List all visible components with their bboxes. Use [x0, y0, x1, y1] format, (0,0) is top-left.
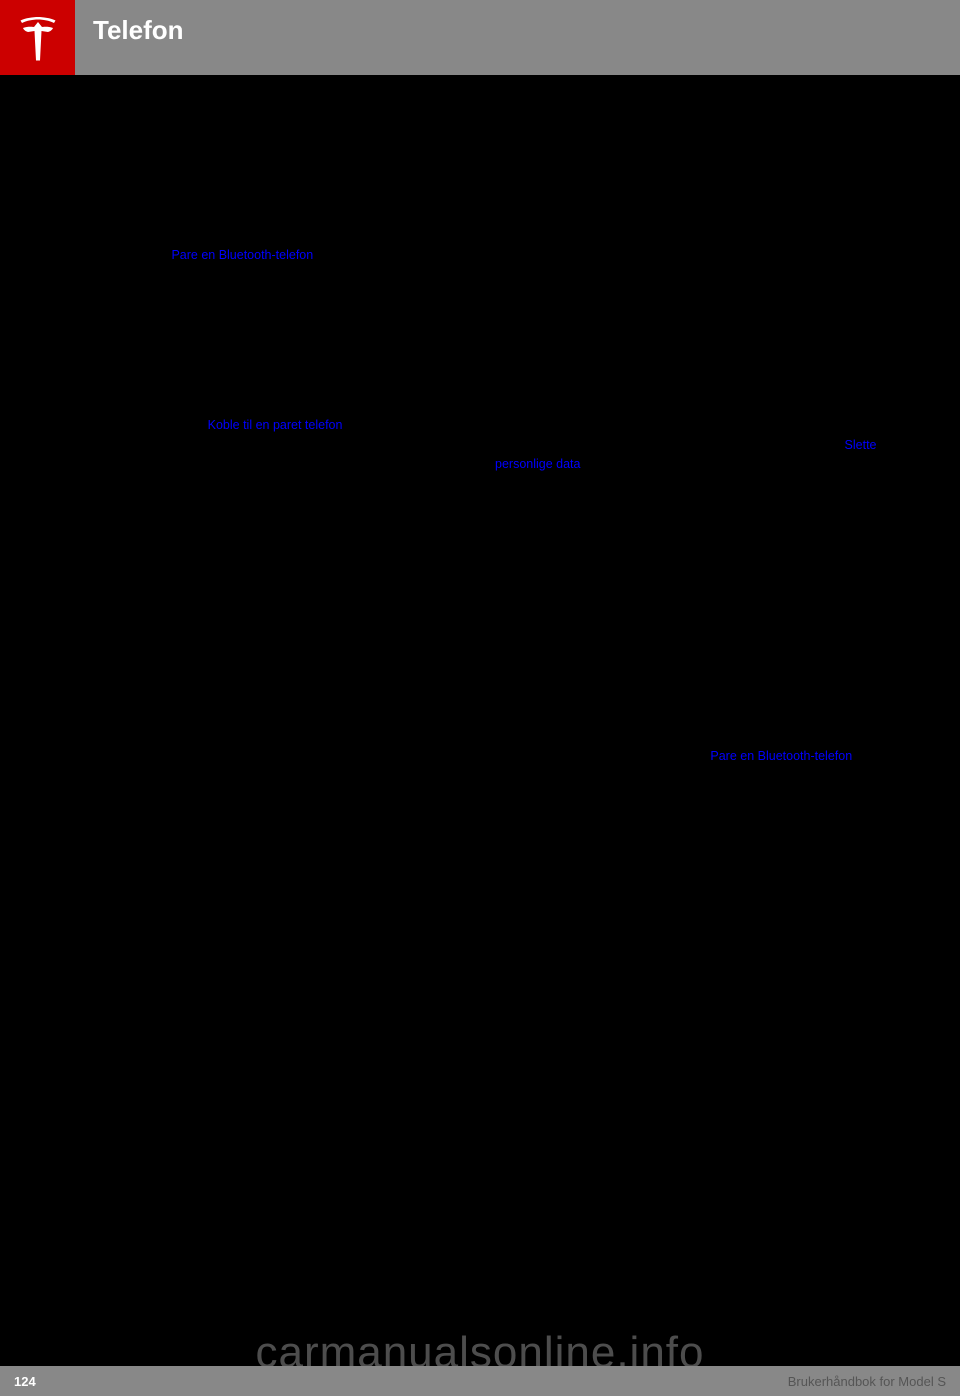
- page-header: Telefon: [0, 0, 960, 75]
- list-item: Kontroller at både berøringsskjermen og …: [63, 785, 465, 804]
- list-item: Kontroller at tallet som vises på telefo…: [513, 157, 915, 195]
- section-heading-pare: Pare en Bluetooth-telefon: [45, 643, 465, 661]
- list-item: Aktiver Bluetooth på telefonen, og kontr…: [63, 810, 465, 829]
- body-paragraph: Du kan bruke en Bluetooth-kompatibel tel…: [45, 123, 465, 198]
- tesla-logo-box: [0, 0, 75, 75]
- note-text: Bluetooth tilhører berøringsskjermens ne…: [45, 579, 464, 631]
- body-paragraph: Når en telefon er paret, kan du bruke Bl…: [495, 380, 915, 549]
- note-label: Merk:: [45, 513, 78, 527]
- body-paragraph: Hvis du vil koble fra telefonen slik at …: [495, 653, 915, 784]
- footer-text: Brukerhåndbok for Model S: [788, 1374, 946, 1389]
- note-paragraph: Merk: Godkjenning av telefonen for å få …: [45, 274, 465, 330]
- right-column: Trykk på telefonen du vil pare med, på b…: [495, 95, 915, 879]
- left-column: Bluetooth®-kompatibilitet Du kan bruke e…: [45, 95, 465, 969]
- body-paragraph: Før du bruker telefonen med Model S, må …: [45, 208, 465, 264]
- note-text: Ved oppstart av kjøretøyet eller når du …: [45, 446, 440, 498]
- note-label: Merk:: [495, 561, 528, 575]
- section-heading-bluetooth: Bluetooth®-kompatibilitet: [45, 95, 465, 113]
- note-text: Du kan også bruke Bluetooth for å koble …: [45, 513, 461, 565]
- page-number: 124: [14, 1374, 36, 1389]
- section-heading-importere: Importere kontakter og nylige anrop: [495, 352, 915, 370]
- link-pare-bluetooth[interactable]: Pare en Bluetooth-telefon: [171, 248, 313, 262]
- steps-list: Kontroller at både berøringsskjermen og …: [45, 785, 465, 959]
- text-span: på side 125.: [342, 418, 414, 432]
- body-paragraph: Når telefonen er paret, viser Model S de…: [495, 248, 915, 342]
- list-item: Berør Bluetooth-ikonet øverst på berørin…: [63, 878, 465, 897]
- note-label: Merk:: [45, 446, 78, 460]
- tesla-logo-icon: [13, 13, 63, 63]
- note-text: Du kan slå av tilgang til kontakter og n…: [495, 561, 906, 613]
- list-item: Bla på: På enkeltets telefoner kan det v…: [63, 834, 465, 872]
- body-paragraph: Hvis du vil fjerne telefonen fra listen …: [495, 794, 915, 869]
- page-title: Telefon: [75, 0, 184, 75]
- text-span: Hvis du vil koble fra telefonen slik at …: [495, 655, 913, 763]
- list-item: Klikk på Legg til ny enhet > Start søk p…: [63, 903, 465, 959]
- note-label: Merk:: [45, 276, 78, 290]
- page-content: Bluetooth®-kompatibilitet Du kan bruke e…: [0, 75, 960, 95]
- note-text: Godkjenning av telefonen for å få tilgan…: [45, 276, 463, 328]
- body-paragraph: Slik parer du en telefon: Følg disse tri…: [45, 756, 465, 775]
- link-pare-bluetooth-2[interactable]: Pare en Bluetooth-telefon: [710, 749, 852, 763]
- steps-list-continued: Trykk på telefonen du vil pare med, på b…: [495, 95, 915, 238]
- page-footer: 124 Brukerhåndbok for Model S: [0, 1366, 960, 1396]
- note-paragraph: Merk: Du kan også bruke Bluetooth for å …: [45, 511, 465, 567]
- note-paragraph: Merk: Bluetooth tilhører berøringsskjerm…: [45, 577, 465, 633]
- note-paragraph: Merk: Ved oppstart av kjøretøyet eller n…: [45, 444, 465, 500]
- note-label: Merk:: [45, 579, 78, 593]
- body-paragraph: Paring lar deg bruke en Bluetooth-kompat…: [45, 671, 465, 746]
- list-item: Trykk på telefonen du vil pare med, på b…: [513, 95, 915, 151]
- list-item: Hvis du blir bedt om det på telefonen, m…: [513, 201, 915, 239]
- link-koble-til[interactable]: Koble til en paret telefon: [208, 418, 343, 432]
- body-paragraph: Du kan pare opptil ti Bluetooth-telefone…: [45, 341, 465, 435]
- section-heading-fjerne: Fjerne paring med en Bluetooth-telefon: [495, 625, 915, 643]
- note-paragraph: Merk: Du kan slå av tilgang til kontakte…: [495, 559, 915, 615]
- text-span: på side 124).: [313, 248, 389, 262]
